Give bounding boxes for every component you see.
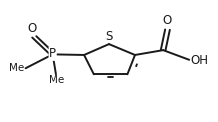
- Text: O: O: [163, 14, 172, 27]
- Text: Me: Me: [49, 76, 65, 86]
- Text: O: O: [27, 22, 37, 35]
- Text: P: P: [49, 47, 56, 60]
- Text: S: S: [105, 30, 113, 43]
- Text: Me: Me: [9, 63, 24, 73]
- Text: OH: OH: [190, 54, 208, 67]
